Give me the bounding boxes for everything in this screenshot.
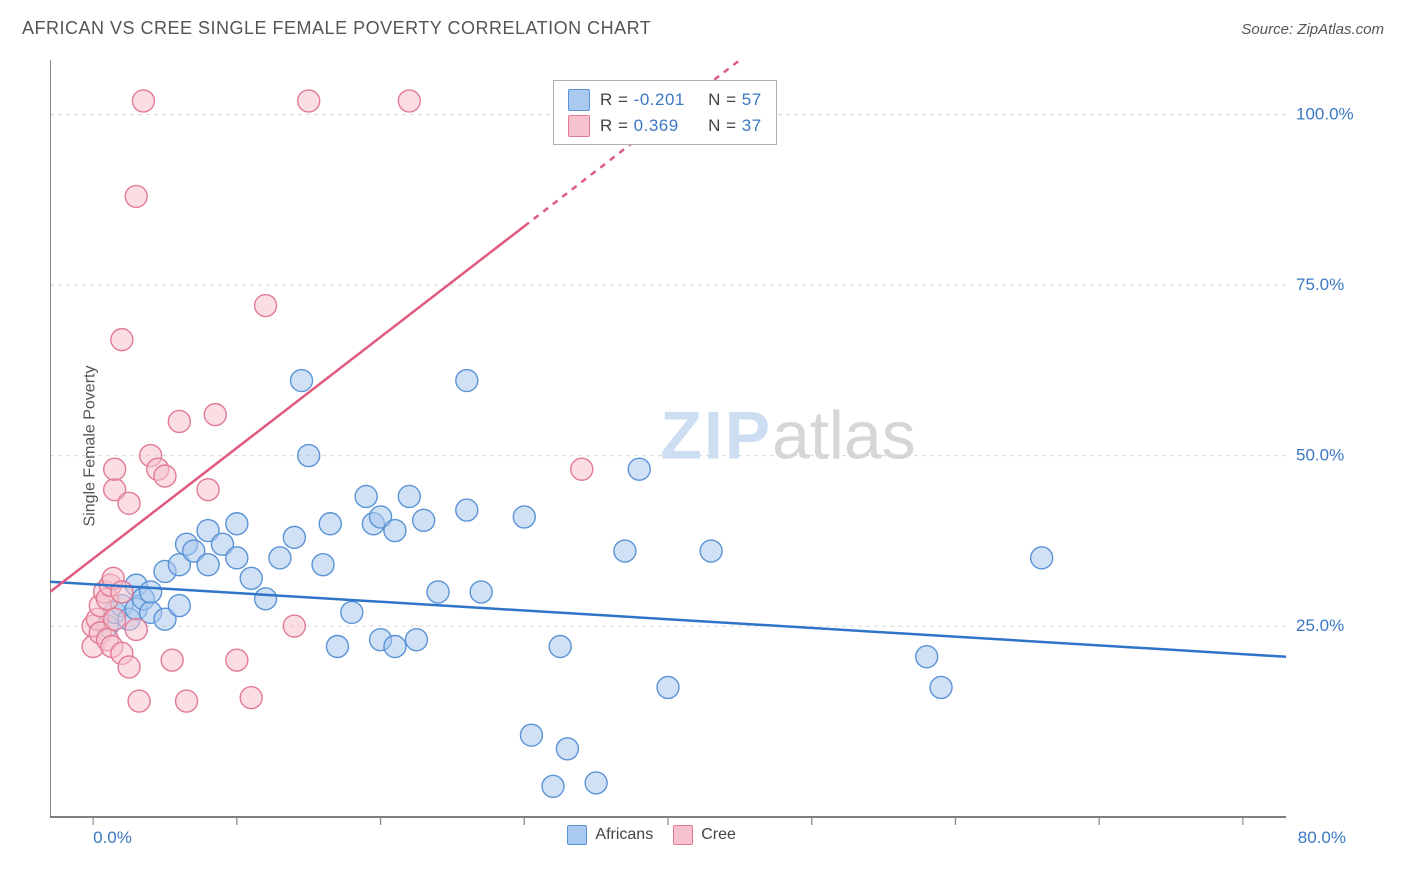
- data-point: [916, 646, 938, 668]
- data-point: [118, 656, 140, 678]
- legend-swatch: [568, 115, 590, 137]
- source-value: ZipAtlas.com: [1297, 21, 1384, 38]
- data-point: [657, 676, 679, 698]
- chart-container: AFRICAN VS CREE SINGLE FEMALE POVERTY CO…: [0, 0, 1406, 892]
- data-point: [168, 410, 190, 432]
- data-point: [204, 404, 226, 426]
- header-row: AFRICAN VS CREE SINGLE FEMALE POVERTY CO…: [22, 18, 1384, 39]
- legend-values: R = 0.369 N = 37: [600, 113, 762, 139]
- data-point: [298, 90, 320, 112]
- data-point: [168, 595, 190, 617]
- legend-row: R = 0.369 N = 37: [568, 113, 762, 139]
- correlation-legend: R = -0.201 N = 57R = 0.369 N = 37: [553, 80, 777, 145]
- data-point: [326, 636, 348, 658]
- data-point: [398, 90, 420, 112]
- data-point: [556, 738, 578, 760]
- y-tick-label: 50.0%: [1296, 446, 1344, 465]
- data-point: [470, 581, 492, 603]
- data-point: [384, 636, 406, 658]
- chart-source: Source: ZipAtlas.com: [1241, 21, 1384, 38]
- data-point: [283, 526, 305, 548]
- data-point: [1031, 547, 1053, 569]
- data-point: [700, 540, 722, 562]
- data-point: [549, 636, 571, 658]
- data-point: [128, 690, 150, 712]
- x-min-label: 0.0%: [93, 828, 132, 847]
- data-point: [269, 547, 291, 569]
- data-point: [298, 445, 320, 467]
- data-point: [930, 676, 952, 698]
- data-point: [111, 581, 133, 603]
- data-point: [104, 458, 126, 480]
- data-point: [240, 687, 262, 709]
- data-point: [140, 581, 162, 603]
- data-point: [413, 509, 435, 531]
- legend-swatch: [673, 825, 693, 845]
- data-point: [255, 588, 277, 610]
- y-tick-label: 75.0%: [1296, 275, 1344, 294]
- data-point: [319, 513, 341, 535]
- data-point: [405, 629, 427, 651]
- data-point: [226, 513, 248, 535]
- legend-row: R = -0.201 N = 57: [568, 87, 762, 113]
- data-point: [226, 649, 248, 671]
- data-point: [513, 506, 535, 528]
- data-point: [614, 540, 636, 562]
- watermark: ZIPatlas: [660, 398, 915, 474]
- legend-swatch: [567, 825, 587, 845]
- source-label: Source:: [1241, 21, 1297, 38]
- legend-label: Cree: [701, 826, 736, 844]
- data-point: [176, 690, 198, 712]
- data-point: [132, 90, 154, 112]
- data-point: [341, 601, 363, 623]
- plot-area: 25.0% 50.0% 75.0% 100.0% ZIPatlas 0.0% 80.0%: [50, 55, 1356, 847]
- data-point: [154, 465, 176, 487]
- data-point: [585, 772, 607, 794]
- legend-values: R = -0.201 N = 57: [600, 87, 762, 113]
- data-point: [161, 649, 183, 671]
- data-point: [542, 775, 564, 797]
- data-point: [628, 458, 650, 480]
- data-point: [398, 485, 420, 507]
- data-point: [125, 618, 147, 640]
- data-point: [456, 499, 478, 521]
- y-tick-label: 25.0%: [1296, 616, 1344, 635]
- trend-line: [50, 582, 1286, 657]
- data-point: [520, 724, 542, 746]
- data-point: [291, 370, 313, 392]
- legend-label: Africans: [595, 826, 653, 844]
- series-legend: Africans Cree: [567, 825, 735, 845]
- data-point: [427, 581, 449, 603]
- y-tick-label: 100.0%: [1296, 105, 1354, 124]
- data-point: [104, 608, 126, 630]
- scatter-plot-svg: 25.0% 50.0% 75.0% 100.0% ZIPatlas 0.0% 80.0%: [50, 55, 1356, 847]
- data-point: [111, 329, 133, 351]
- legend-item: Cree: [673, 825, 736, 845]
- data-point: [456, 370, 478, 392]
- data-point: [255, 295, 277, 317]
- chart-title: AFRICAN VS CREE SINGLE FEMALE POVERTY CO…: [22, 18, 651, 39]
- data-point: [197, 479, 219, 501]
- data-point: [125, 185, 147, 207]
- data-point: [226, 547, 248, 569]
- data-point: [312, 554, 334, 576]
- data-point: [240, 567, 262, 589]
- data-point: [571, 458, 593, 480]
- data-point: [283, 615, 305, 637]
- legend-swatch: [568, 89, 590, 111]
- data-point: [355, 485, 377, 507]
- data-point: [384, 520, 406, 542]
- data-point: [118, 492, 140, 514]
- data-point: [197, 554, 219, 576]
- x-max-label: 80.0%: [1298, 828, 1346, 847]
- legend-item: Africans: [567, 825, 653, 845]
